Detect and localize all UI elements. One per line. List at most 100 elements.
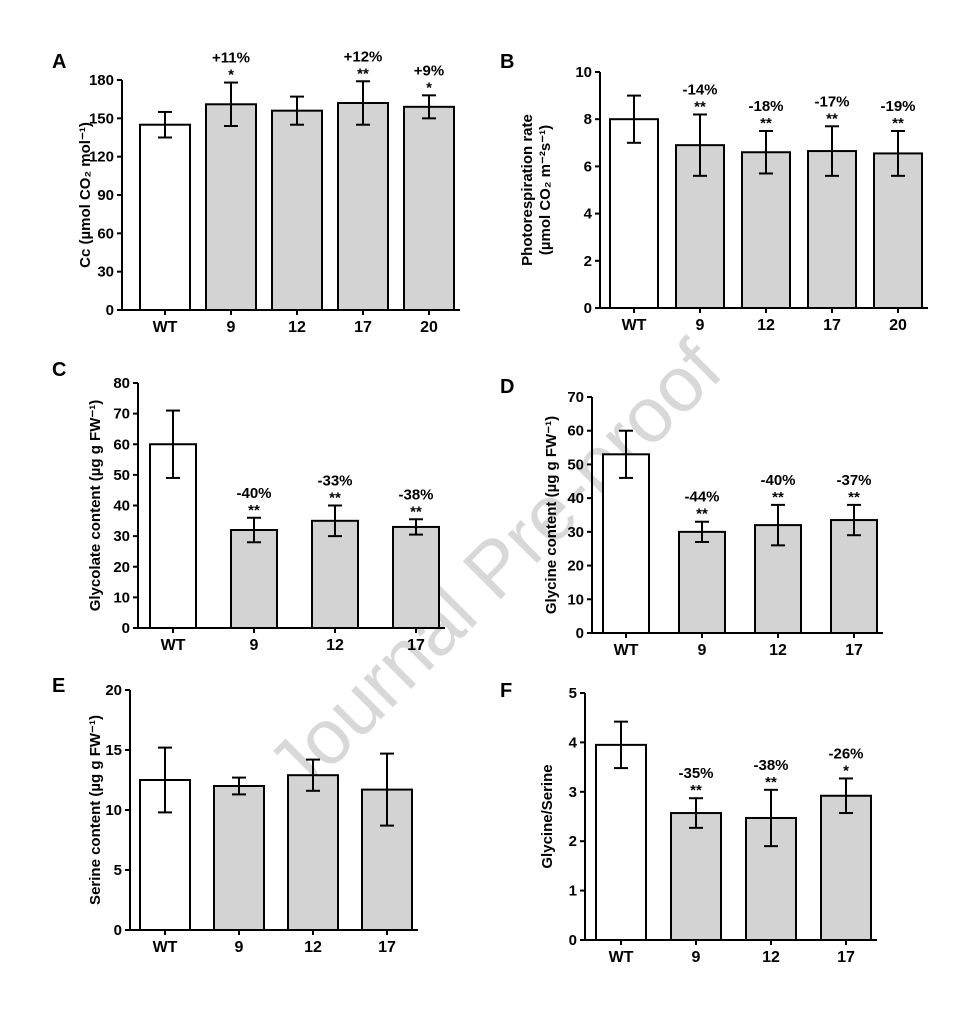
bar-9	[230, 529, 278, 629]
x-tick-label: WT	[153, 939, 178, 956]
percent-change-label: -26%	[828, 745, 863, 762]
y-tick-label: 150	[89, 110, 114, 127]
panel-letter: A	[52, 51, 66, 73]
x-tick-label: 17	[823, 317, 841, 334]
y-tick-label: 10	[567, 591, 584, 608]
x-tick-label: 12	[288, 319, 306, 336]
significance-stars: *	[426, 79, 432, 96]
significance-stars: **	[696, 506, 708, 523]
y-tick-label: 0	[114, 922, 122, 939]
y-tick-label: 120	[89, 149, 114, 166]
bar-12	[741, 151, 791, 309]
y-tick-label: 5	[569, 685, 577, 702]
x-tick-label: 9	[696, 317, 705, 334]
percent-change-label: +9%	[414, 62, 444, 79]
panel-D: D 0 10 20 30 40 50 60 70 Glycine content (µg g FW…	[500, 376, 883, 659]
percent-change-label: -33%	[317, 473, 352, 490]
y-axis-label: Cc (µmol CO₂ mol⁻¹)	[77, 122, 94, 268]
significance-stars: **	[760, 115, 772, 132]
x-tick-label: WT	[622, 317, 647, 334]
y-tick-label: 30	[97, 264, 114, 281]
x-tick-label: 12	[326, 637, 344, 654]
y-tick-label: 0	[122, 620, 130, 637]
y-tick-label: 40	[567, 490, 584, 507]
panel-A: A 0 30 60 90 120 150 180 Cc (µmol CO₂ mol⁻¹) WT 9 *…	[52, 48, 460, 336]
y-tick-label: 10	[113, 589, 130, 606]
bar-17	[820, 794, 872, 942]
bar-12	[287, 774, 339, 932]
x-tick-label: WT	[161, 637, 186, 654]
significance-stars: **	[690, 782, 702, 799]
y-tick-label: 20	[105, 682, 122, 699]
x-tick-label: 9	[235, 939, 244, 956]
bar-WT	[602, 453, 650, 635]
bar-WT	[609, 118, 659, 309]
y-tick-label: 3	[569, 784, 577, 801]
x-tick-label: WT	[609, 949, 634, 966]
bar-9	[205, 103, 257, 312]
y-axis-label: Photorespiration rate	[519, 114, 536, 266]
y-tick-label: 60	[567, 423, 584, 440]
y-tick-label: 70	[567, 389, 584, 406]
y-tick-label: 30	[567, 524, 584, 541]
significance-stars: **	[892, 115, 904, 132]
y-axis-label: Glycolate content (µg g FW⁻¹)	[87, 400, 104, 612]
x-tick-label: 17	[407, 637, 425, 654]
significance-stars: **	[826, 110, 838, 127]
bar-17	[337, 102, 389, 311]
percent-change-label: -18%	[748, 98, 783, 115]
panel-C: C 0 10 20 30 40 50 60 70 80 Glycolate content (µg …	[52, 359, 445, 654]
significance-stars: **	[694, 98, 706, 115]
y-tick-label: 4	[569, 734, 578, 751]
x-tick-label: 9	[227, 319, 236, 336]
y-tick-label: 40	[113, 498, 130, 515]
y-tick-label: 0	[576, 625, 584, 642]
y-tick-label: 6	[584, 158, 592, 175]
y-tick-label: 60	[113, 436, 130, 453]
x-tick-label: WT	[153, 319, 178, 336]
significance-stars: **	[329, 490, 341, 507]
y-tick-label: 2	[569, 833, 577, 850]
x-tick-label: 20	[889, 317, 907, 334]
y-tick-label: 60	[97, 225, 114, 242]
y-tick-label: 0	[106, 302, 114, 319]
x-tick-label: 17	[354, 319, 372, 336]
percent-change-label: +11%	[212, 50, 250, 67]
y-tick-label: 70	[113, 406, 130, 423]
panel-letter: F	[500, 680, 512, 702]
y-tick-label: 20	[113, 559, 130, 576]
panel-letter: C	[52, 359, 66, 381]
x-tick-label: 12	[757, 317, 775, 334]
percent-change-label: -38%	[753, 757, 788, 774]
significance-stars: **	[357, 65, 369, 82]
y-tick-label: 8	[584, 111, 592, 128]
bar-9	[670, 812, 722, 941]
bar-17	[807, 150, 857, 309]
bar-9	[678, 530, 726, 634]
x-tick-label: 9	[692, 949, 701, 966]
y-tick-label: 50	[567, 456, 584, 473]
y-axis-label: Glycine/Serine	[539, 764, 556, 868]
bar-17	[392, 525, 440, 629]
percent-change-label: -19%	[880, 98, 915, 115]
significance-stars: **	[772, 489, 784, 506]
x-tick-label: 12	[304, 939, 322, 956]
x-tick-label: 9	[698, 642, 707, 659]
significance-stars: **	[248, 502, 260, 519]
x-tick-label: 17	[378, 939, 396, 956]
percent-change-label: -44%	[684, 489, 719, 506]
bar-WT	[139, 123, 191, 311]
y-tick-label: 30	[113, 528, 130, 545]
percent-change-label: -14%	[682, 81, 717, 98]
panel-letter: D	[500, 376, 514, 398]
y-tick-label: 2	[584, 253, 592, 270]
y-tick-label: 5	[114, 862, 122, 879]
y-tick-label: 15	[105, 742, 122, 759]
percent-change-label: -40%	[236, 485, 271, 502]
significance-stars: *	[228, 67, 234, 84]
percent-change-label: -38%	[398, 486, 433, 503]
x-tick-label: 12	[769, 642, 787, 659]
y-axis-label-units: (µmol CO₂ m⁻²s⁻¹)	[537, 125, 554, 255]
